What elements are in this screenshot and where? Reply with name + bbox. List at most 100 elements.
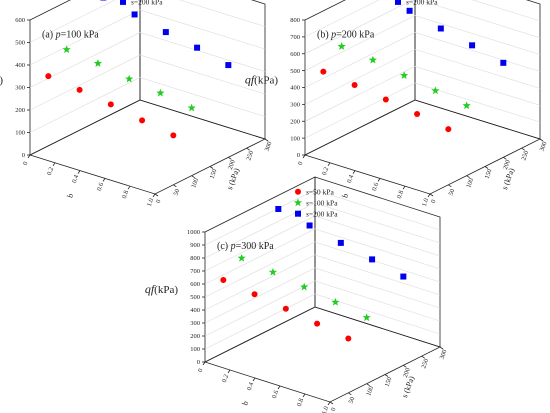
s-axis-label: s (kPa)	[500, 167, 516, 191]
chart-title-prefix: (c)	[217, 241, 231, 252]
chart-title: (a) p=100 kPa	[42, 30, 99, 41]
data-point-s200	[437, 25, 444, 32]
b-tick-label: 0.2	[46, 166, 55, 176]
s-tick-mark	[228, 157, 232, 160]
z-tick-label: 500	[190, 294, 200, 301]
data-point-s100	[400, 71, 409, 79]
back-wall-right	[414, 0, 541, 140]
data-point-s100	[268, 267, 278, 276]
b-tick-label: 0.6	[271, 389, 281, 400]
chart-title-suffix: =300 kPa	[236, 241, 275, 252]
z-tick-label: 600	[15, 17, 25, 24]
s-tick-label: 250	[420, 358, 430, 370]
data-point-s100	[62, 45, 71, 54]
s-tick-mark	[246, 147, 250, 151]
data-point-s200	[131, 11, 138, 18]
b-tick-mark	[127, 185, 131, 190]
b-tick-label: 0.2	[321, 166, 330, 176]
s-tick-label: 300	[439, 349, 449, 361]
s-tick-mark	[429, 193, 434, 197]
z-tick-label: 100	[290, 135, 300, 142]
chart-title-prefix: (a)	[42, 30, 56, 41]
z-gridline	[29, 77, 266, 133]
z-axis-label: qf(kPa)	[145, 282, 179, 296]
legend-entry: s=100 kPa	[306, 198, 338, 207]
legend-entry-var: s	[131, 0, 134, 7]
data-point-s50	[220, 277, 227, 284]
b-tick-mark	[427, 193, 431, 198]
z-tick-label: 400	[15, 62, 25, 69]
z-axis-label: qf(kPa)	[0, 72, 3, 86]
data-point-s50	[107, 101, 114, 108]
legend-entry-label: =50 kPa	[309, 187, 335, 196]
b-axis-label: b	[340, 192, 350, 199]
data-point-s50	[445, 126, 452, 133]
s-tick-label: 150	[384, 376, 394, 388]
s-tick-mark	[403, 365, 407, 368]
s-tick-label: 0	[430, 199, 438, 204]
data-point-s100	[156, 88, 165, 97]
s-tick-label: 0	[155, 199, 163, 204]
z-axis-label-var: qf	[245, 72, 256, 86]
z-tick-label: 300	[190, 320, 200, 327]
z-gridline	[204, 280, 441, 337]
z-gridline	[304, 49, 541, 105]
data-point-s200	[275, 205, 282, 212]
b-tick-label: 0.8	[121, 190, 130, 200]
b-tick-label: 0.4	[346, 173, 356, 184]
s-tick-label: 250	[520, 150, 530, 162]
z-gridline	[29, 0, 266, 43]
b-tick-mark	[277, 385, 281, 390]
s-tick-label: 200	[227, 159, 237, 171]
s-tick-mark	[173, 184, 177, 188]
s-tick-label: 300	[264, 141, 274, 153]
b-tick-label: 1.0	[421, 197, 430, 207]
z-gridline	[204, 293, 441, 350]
z-gridline	[204, 241, 441, 298]
b-tick-mark	[302, 393, 306, 398]
b-tick-mark	[327, 401, 331, 406]
z-tick-label: 0	[197, 359, 200, 366]
legend-entry-var: s	[306, 198, 309, 207]
data-point-s100	[462, 101, 471, 110]
s-tick-mark	[209, 166, 214, 169]
z-tick-label: 100	[15, 130, 25, 137]
legend-entry-label: =200 kPa	[409, 0, 438, 7]
z-tick-label: 300	[15, 85, 25, 92]
b-tick-label: 0.8	[296, 397, 305, 407]
b-tick-label: 0.4	[71, 173, 81, 184]
z-tick-label: 200	[290, 118, 300, 125]
data-point-s200	[369, 256, 376, 263]
legend-entry-var: s	[306, 209, 309, 218]
data-point-s50	[351, 82, 358, 89]
z-tick-label: 900	[190, 242, 200, 249]
data-point-s50	[76, 86, 83, 93]
b-tick-label: 0	[197, 368, 205, 373]
data-point-s200	[406, 7, 413, 14]
b-tick-label: 1.0	[146, 197, 155, 207]
s-tick-label: 300	[539, 141, 549, 153]
b-tick-mark	[202, 361, 206, 366]
chart-title-prefix: (b)	[317, 30, 331, 41]
z-tick-label: 700	[290, 34, 300, 41]
s-tick-mark	[329, 401, 334, 405]
b-tick-label: 0.8	[396, 190, 405, 200]
b-tick-label: 0	[297, 161, 305, 166]
chart-title-var: p	[330, 30, 336, 41]
s-tick-mark	[448, 184, 452, 188]
s-tick-label: 200	[502, 159, 512, 171]
data-point-s100	[368, 55, 378, 64]
z-tick-label: 100	[190, 346, 200, 353]
legend-entry-label: =200 kPa	[309, 209, 338, 218]
chart-title-suffix: =200 kPa	[336, 30, 375, 41]
z-tick-label: 400	[190, 307, 200, 314]
data-point-s50	[251, 291, 258, 298]
back-wall-left	[304, 0, 416, 156]
s-tick-label: 100	[190, 177, 200, 189]
z-tick-label: 600	[190, 281, 200, 288]
data-point-s200	[469, 42, 476, 49]
b-tick-label: 0	[22, 161, 30, 166]
